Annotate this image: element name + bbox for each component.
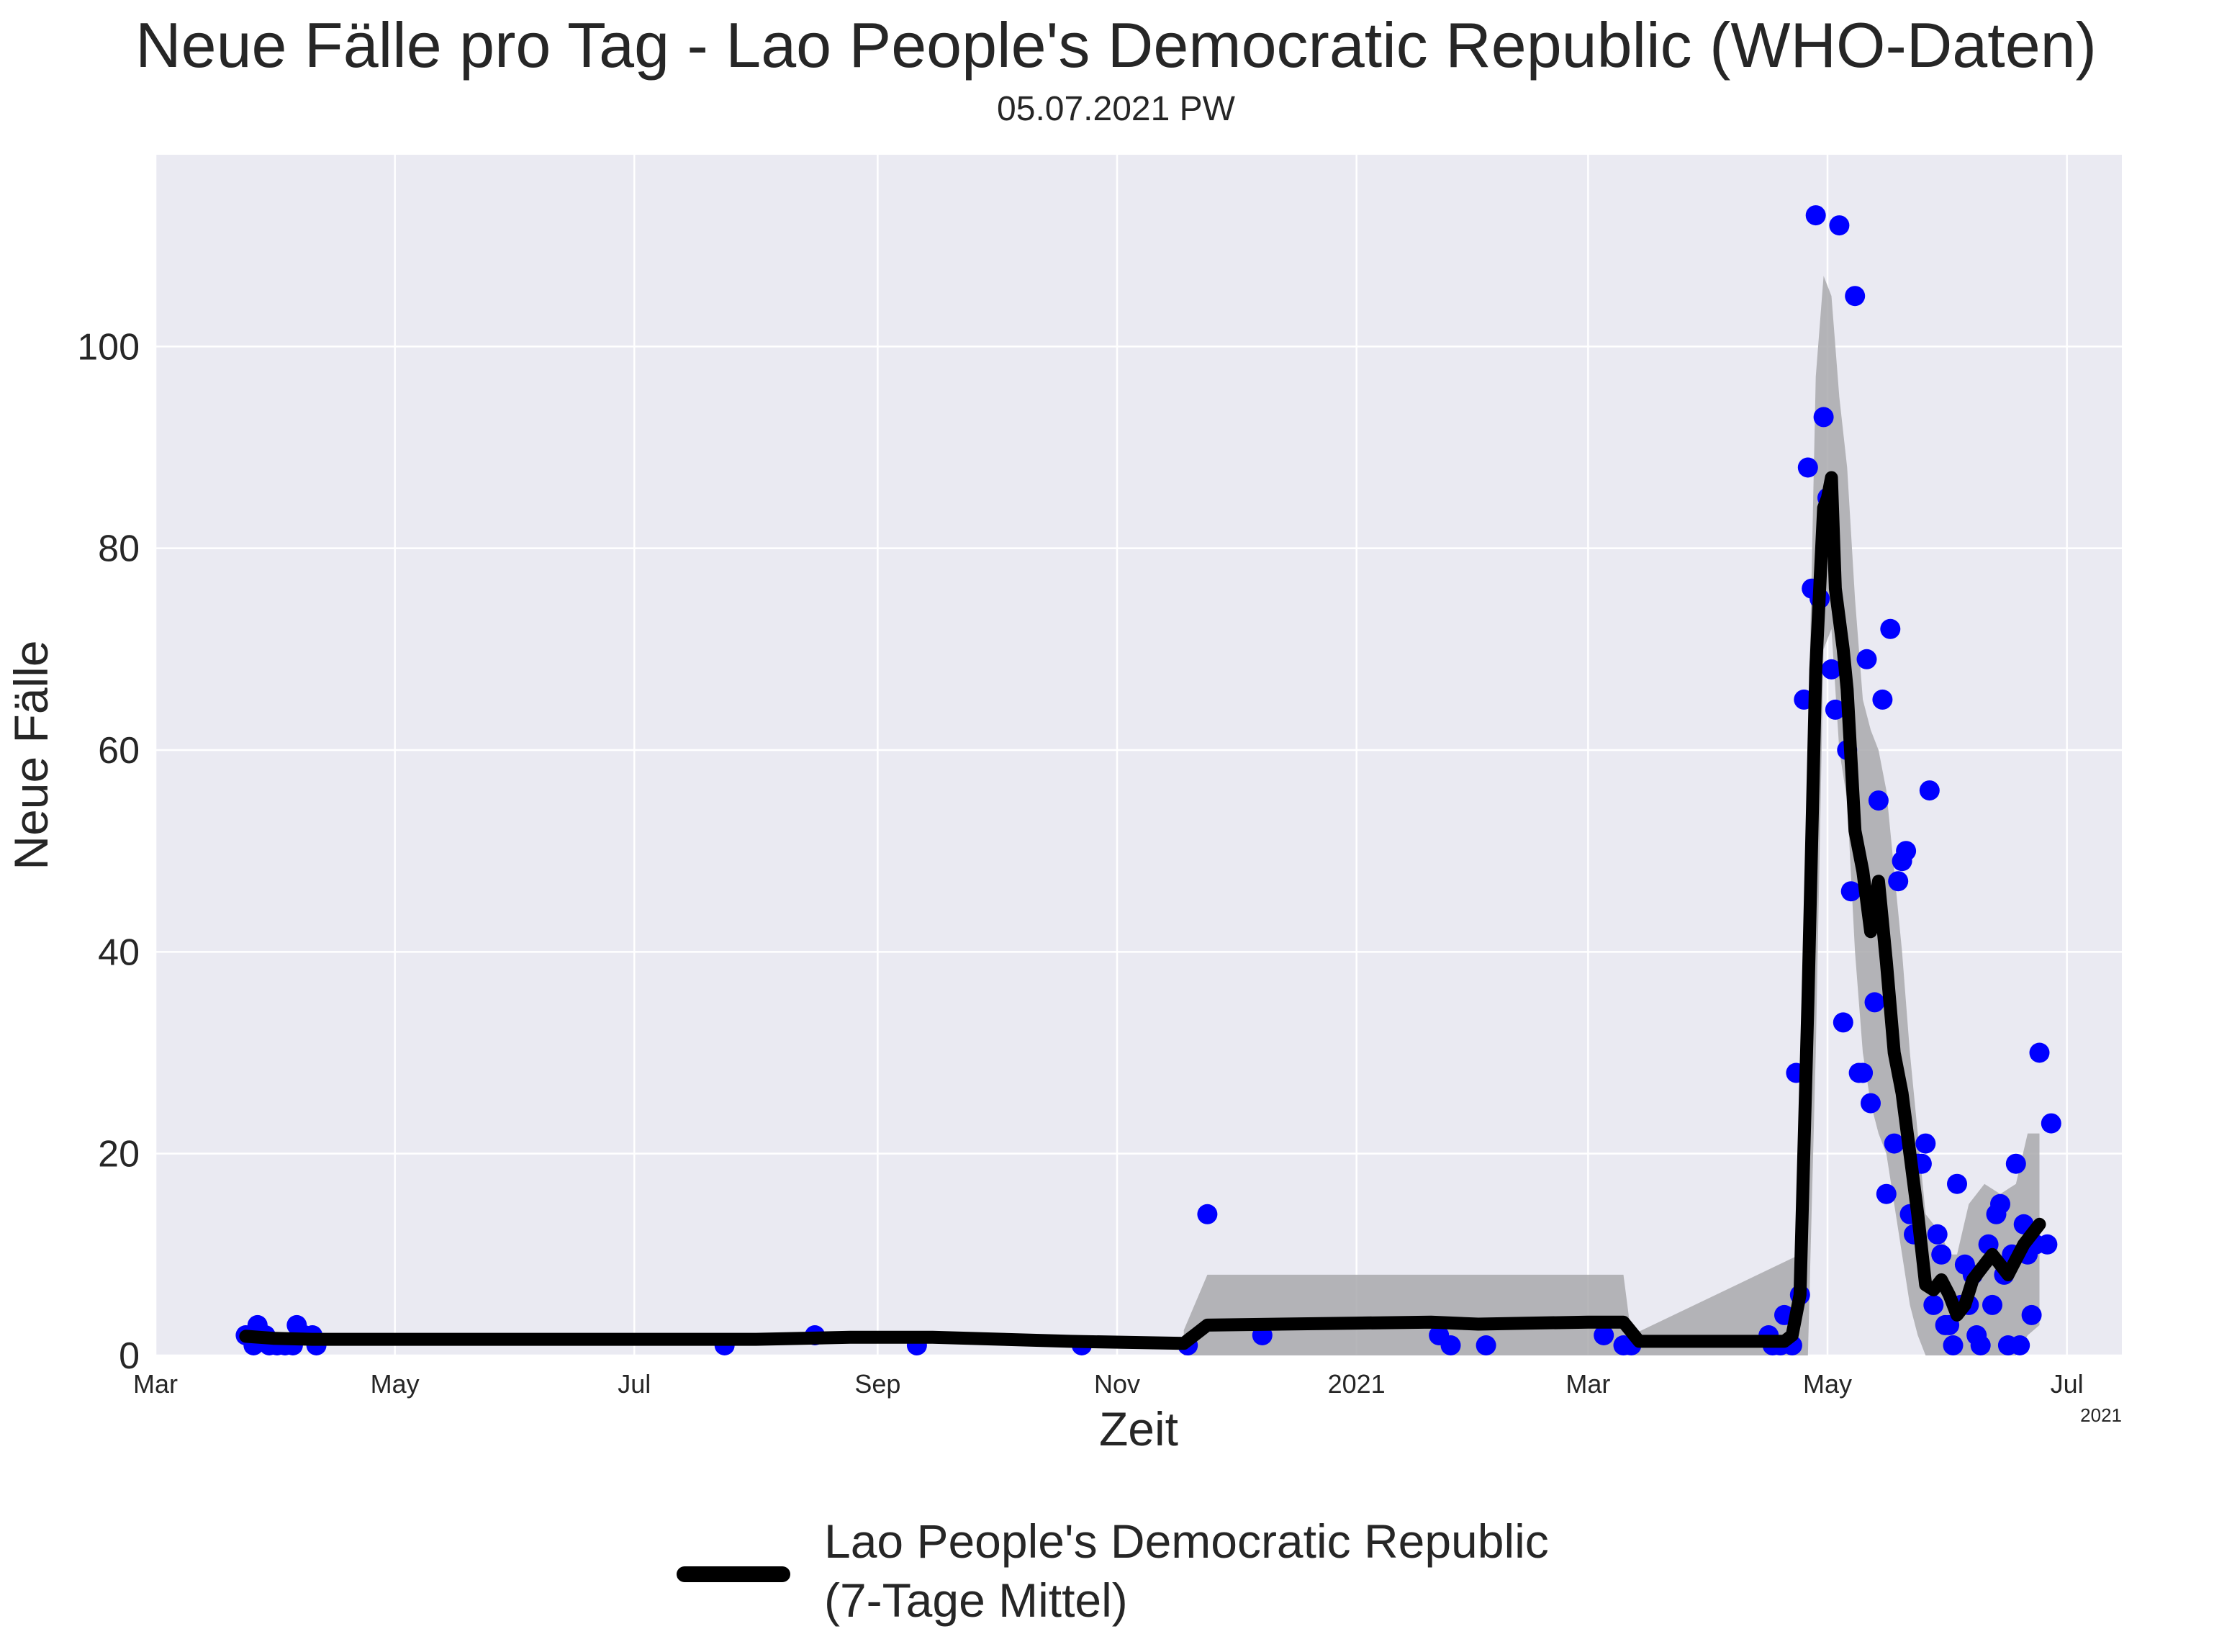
x-axis-offset-label: 2021 bbox=[2080, 1404, 2122, 1426]
daily-case-point bbox=[1931, 1244, 1952, 1265]
x-tick-label: 2021 bbox=[1328, 1369, 1386, 1399]
daily-case-point bbox=[1840, 881, 1861, 902]
daily-case-point bbox=[2029, 1042, 2050, 1063]
chart-subtitle: 05.07.2021 PW bbox=[997, 90, 1235, 128]
daily-case-point bbox=[2037, 1234, 2058, 1255]
daily-case-point bbox=[1872, 689, 1893, 710]
daily-case-point bbox=[1896, 841, 1917, 862]
y-tick-label: 40 bbox=[98, 931, 140, 973]
daily-case-point bbox=[1864, 992, 1885, 1013]
x-tick-label: Nov bbox=[1094, 1369, 1140, 1399]
daily-case-point bbox=[1797, 457, 1818, 478]
y-tick-label: 80 bbox=[98, 528, 140, 570]
x-tick-label: May bbox=[1803, 1369, 1852, 1399]
plot-background bbox=[155, 155, 2122, 1355]
daily-case-point bbox=[2005, 1153, 2026, 1174]
daily-case-point bbox=[1880, 618, 1901, 639]
daily-case-point bbox=[1821, 659, 1842, 680]
y-tick-label: 60 bbox=[98, 730, 140, 772]
y-tick-label: 100 bbox=[77, 326, 140, 368]
daily-case-point bbox=[1923, 1294, 1944, 1315]
daily-case-point bbox=[1476, 1335, 1496, 1355]
daily-case-point bbox=[1919, 780, 1940, 801]
daily-case-point bbox=[1853, 1062, 1874, 1083]
daily-case-point bbox=[2021, 1304, 2042, 1325]
daily-case-point bbox=[1861, 1093, 1881, 1114]
daily-case-point bbox=[1813, 407, 1834, 428]
daily-case-point bbox=[1833, 1012, 1853, 1033]
daily-case-point bbox=[1856, 649, 1877, 669]
daily-case-point bbox=[1594, 1325, 1614, 1345]
legend-line-swatch bbox=[677, 1566, 790, 1582]
grid-lines bbox=[154, 155, 2122, 1357]
daily-case-point bbox=[1947, 1173, 1967, 1194]
daily-case-point bbox=[1915, 1133, 1936, 1154]
y-tick-label: 0 bbox=[119, 1335, 140, 1377]
daily-case-point bbox=[1868, 790, 1889, 811]
daily-case-point bbox=[1805, 205, 1826, 226]
chart-title: Neue Fälle pro Tag - Lao People's Democr… bbox=[135, 9, 2097, 81]
daily-case-point bbox=[1982, 1294, 2002, 1315]
daily-case-point bbox=[1888, 871, 1909, 892]
daily-case-point bbox=[1825, 699, 1845, 720]
daily-case-point bbox=[1440, 1335, 1461, 1355]
series-line-7-day-mean bbox=[239, 471, 2046, 1350]
daily-cases-points bbox=[235, 205, 2061, 1355]
x-tick-label: Mar bbox=[133, 1369, 178, 1399]
daily-case-point bbox=[1943, 1335, 1964, 1355]
daily-case-point bbox=[1884, 1133, 1905, 1154]
daily-case-point bbox=[2010, 1335, 2030, 1355]
daily-case-point bbox=[1927, 1224, 1948, 1245]
daily-case-point bbox=[2041, 1113, 2061, 1134]
daily-case-point bbox=[1990, 1193, 2010, 1214]
x-tick-label: May bbox=[371, 1369, 420, 1399]
legend-label: Lao People's Democratic Republic (7-Tage… bbox=[824, 1515, 1549, 1627]
daily-case-point bbox=[1829, 215, 1850, 236]
rolling-mean-line bbox=[239, 471, 2046, 1350]
daily-case-point bbox=[1876, 1183, 1897, 1204]
daily-case-point bbox=[1970, 1335, 1991, 1355]
axis-ticks: 0 20 40 60 80 100 Mar May Jul Sep Nov 2021 Mar May Jul bbox=[77, 326, 2083, 1399]
y-tick-label: 20 bbox=[98, 1134, 140, 1175]
daily-case-point bbox=[1845, 286, 1866, 307]
x-tick-label: Sep bbox=[854, 1369, 900, 1399]
y-axis-label: Neue Fälle bbox=[4, 640, 58, 870]
x-axis-label: Zeit bbox=[1099, 1402, 1178, 1455]
daily-case-point bbox=[1197, 1204, 1218, 1224]
x-tick-label: Jul bbox=[2051, 1369, 2084, 1399]
x-tick-label: Jul bbox=[618, 1369, 651, 1399]
x-tick-label: Mar bbox=[1565, 1369, 1610, 1399]
